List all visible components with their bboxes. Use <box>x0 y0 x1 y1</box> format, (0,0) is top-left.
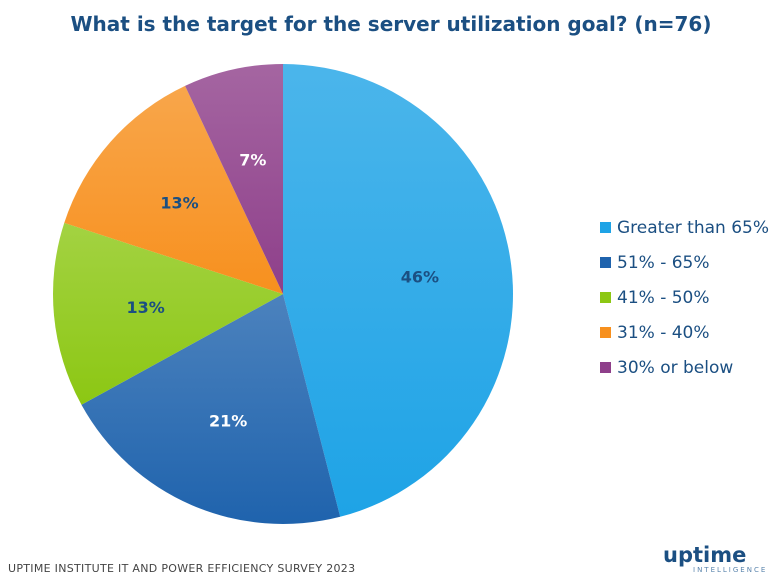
legend-label: 51% - 65% <box>617 252 710 273</box>
slice-label: 46% <box>401 268 439 287</box>
pie-slice-1 <box>81 294 341 524</box>
source-footer: UPTIME INSTITUTE IT AND POWER EFFICIENCY… <box>8 562 356 575</box>
pie-slice-0 <box>283 64 513 517</box>
slice-label: 7% <box>239 150 266 169</box>
legend-swatch <box>600 327 611 338</box>
slice-label: 13% <box>126 298 164 317</box>
slice-label: 13% <box>160 194 198 213</box>
legend-swatch <box>600 292 611 303</box>
legend-swatch <box>600 257 611 268</box>
logo-sub: INTELLIGENCE <box>693 566 768 574</box>
uptime-logo: uptime INTELLIGENCE <box>663 544 767 574</box>
legend-item: 51% - 65% <box>600 245 769 280</box>
legend-item: 41% - 50% <box>600 280 769 315</box>
legend-label: 31% - 40% <box>617 322 710 343</box>
legend-swatch <box>600 222 611 233</box>
pie-slice-2 <box>53 222 284 405</box>
slice-label: 21% <box>209 412 247 431</box>
legend-item: 31% - 40% <box>600 315 769 350</box>
pie-slice-3 <box>64 85 283 295</box>
legend-item: Greater than 65% <box>600 210 769 245</box>
legend-swatch <box>600 362 611 373</box>
logo-name: uptime <box>663 543 747 567</box>
legend-item: 30% or below <box>600 350 769 385</box>
chart-title: What is the target for the server utiliz… <box>70 12 712 36</box>
legend-label: Greater than 65% <box>617 217 770 238</box>
legend: Greater than 65% 51% - 65% 41% - 50% 31% - … <box>600 210 769 385</box>
legend-label: 41% - 50% <box>617 287 710 308</box>
legend-label: 30% or below <box>617 357 734 378</box>
pie-slice-4 <box>185 64 283 294</box>
